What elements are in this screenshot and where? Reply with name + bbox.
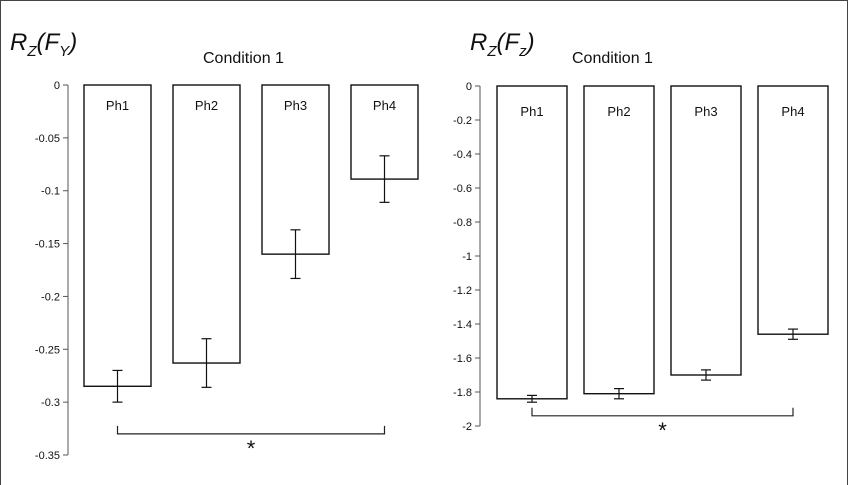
significance-star: * [247,436,256,461]
bar-label: Ph1 [520,104,543,119]
y-tick-label: -0.05 [35,133,60,145]
bar-ph1 [496,85,568,400]
y-tick-label: -0.35 [35,450,60,462]
y-tick-label: -1.6 [453,353,472,365]
y-tick-label: -0.25 [35,344,60,356]
bar-label: Ph2 [195,98,218,113]
bar-ph1 [83,84,152,387]
y-tick-label: -0.8 [453,217,472,229]
y-tick-label: -0.3 [41,397,60,409]
bar-ph2 [583,85,655,395]
chart-title: RZ(FY) [10,29,77,60]
bar-ph2 [172,84,241,364]
chart-panel-fz: RZ(Fz) Condition 1 0 -0.2 -0.4 -0.6 -0.8 -1 -1… [453,29,829,443]
bar-ph3 [670,85,742,376]
chart-subtitle: Condition 1 [572,50,653,67]
chart-subtitle: Condition 1 [203,50,284,67]
y-tick-label: -2 [462,421,472,433]
y-axis: 0 -0.2 -0.4 -0.6 -0.8 -1 -1.2 -1.4 -1.6 -1.8 -2 [453,81,481,433]
bar-ph4 [757,85,829,335]
bracket-line [531,407,794,417]
y-tick-label: -1.8 [453,387,472,399]
y-tick-label: 0 [54,80,60,92]
significance-bracket: * [531,407,794,443]
chart-panel-fy: RZ(FY) Condition 1 0 -0.05 -0.1 -0.15 -0.2 -0… [10,29,419,462]
y-tick-label: -1 [462,251,472,263]
y-tick-label: -1.4 [453,319,472,331]
y-tick-label: -1.2 [453,285,472,297]
bar-ph3 [261,84,330,255]
y-tick-label: -0.2 [41,291,60,303]
y-axis: 0 -0.05 -0.1 -0.15 -0.2 -0.25 -0.3 -0.35 [35,80,69,462]
y-tick-label: 0 [466,81,472,93]
y-tick-label: -0.4 [453,149,472,161]
y-tick-label: -0.15 [35,239,60,251]
chart-title: RZ(Fz) [470,29,535,60]
y-tick-label: -0.2 [453,115,472,127]
y-tick-label: -0.6 [453,183,472,195]
bar-label: Ph1 [106,98,129,113]
significance-bracket: * [116,425,386,461]
bar-label: Ph4 [781,104,804,119]
bar-label: Ph3 [284,98,307,113]
bar-label: Ph4 [373,98,396,113]
bracket-line [116,425,386,435]
significance-star: * [658,418,667,443]
bar-label: Ph3 [694,104,717,119]
y-tick-label: -0.1 [41,186,60,198]
bars: Ph1 Ph2 Ph3 Ph4 [83,84,419,403]
bar-label: Ph2 [607,104,630,119]
bars: Ph1 Ph2 Ph3 Ph4 [496,85,829,403]
